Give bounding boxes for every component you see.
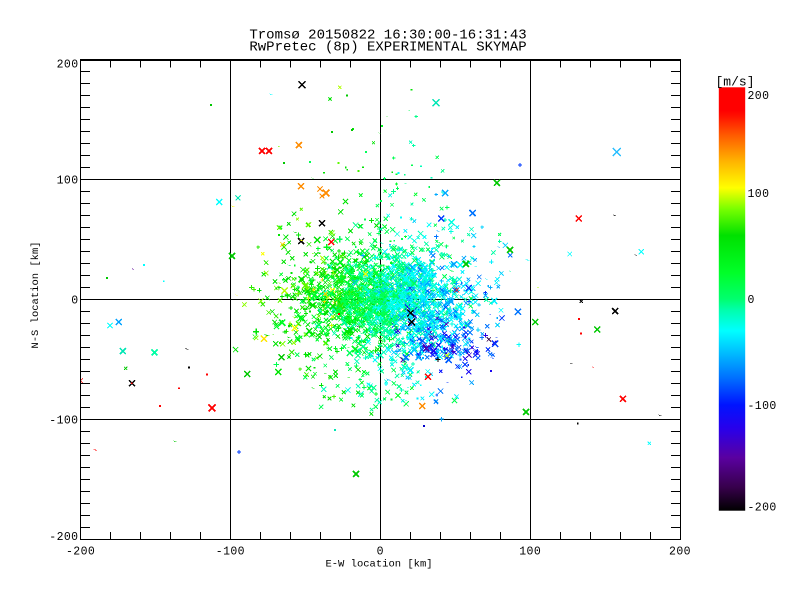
svg-text:[m/s]: [m/s] <box>716 74 755 89</box>
svg-text:-200: -200 <box>66 546 95 559</box>
svg-text:100: 100 <box>748 188 770 201</box>
svg-text:RwPretec (8p) EXPERIMENTAL SKY: RwPretec (8p) EXPERIMENTAL SKYMAP <box>249 40 526 56</box>
svg-text:200: 200 <box>748 90 770 103</box>
svg-text:0: 0 <box>748 294 755 307</box>
svg-text:N-S location [km]: N-S location [km] <box>30 241 42 348</box>
svg-text:100: 100 <box>519 546 541 559</box>
svg-text:0: 0 <box>71 295 78 308</box>
svg-text:100: 100 <box>57 175 79 188</box>
svg-text:0: 0 <box>377 546 384 559</box>
svg-text:-200: -200 <box>49 531 78 544</box>
svg-text:-100: -100 <box>49 414 78 427</box>
svg-text:Tromsø 20150822 16:30:00-16:31: Tromsø 20150822 16:30:00-16:31:43 <box>249 28 526 44</box>
svg-text:200: 200 <box>669 546 691 559</box>
svg-text:-200: -200 <box>748 502 777 515</box>
svg-text:200: 200 <box>57 59 79 72</box>
svg-text:-100: -100 <box>216 546 245 559</box>
svg-text:-100: -100 <box>748 400 777 413</box>
svg-text:E-W location [km]: E-W location [km] <box>325 559 432 571</box>
